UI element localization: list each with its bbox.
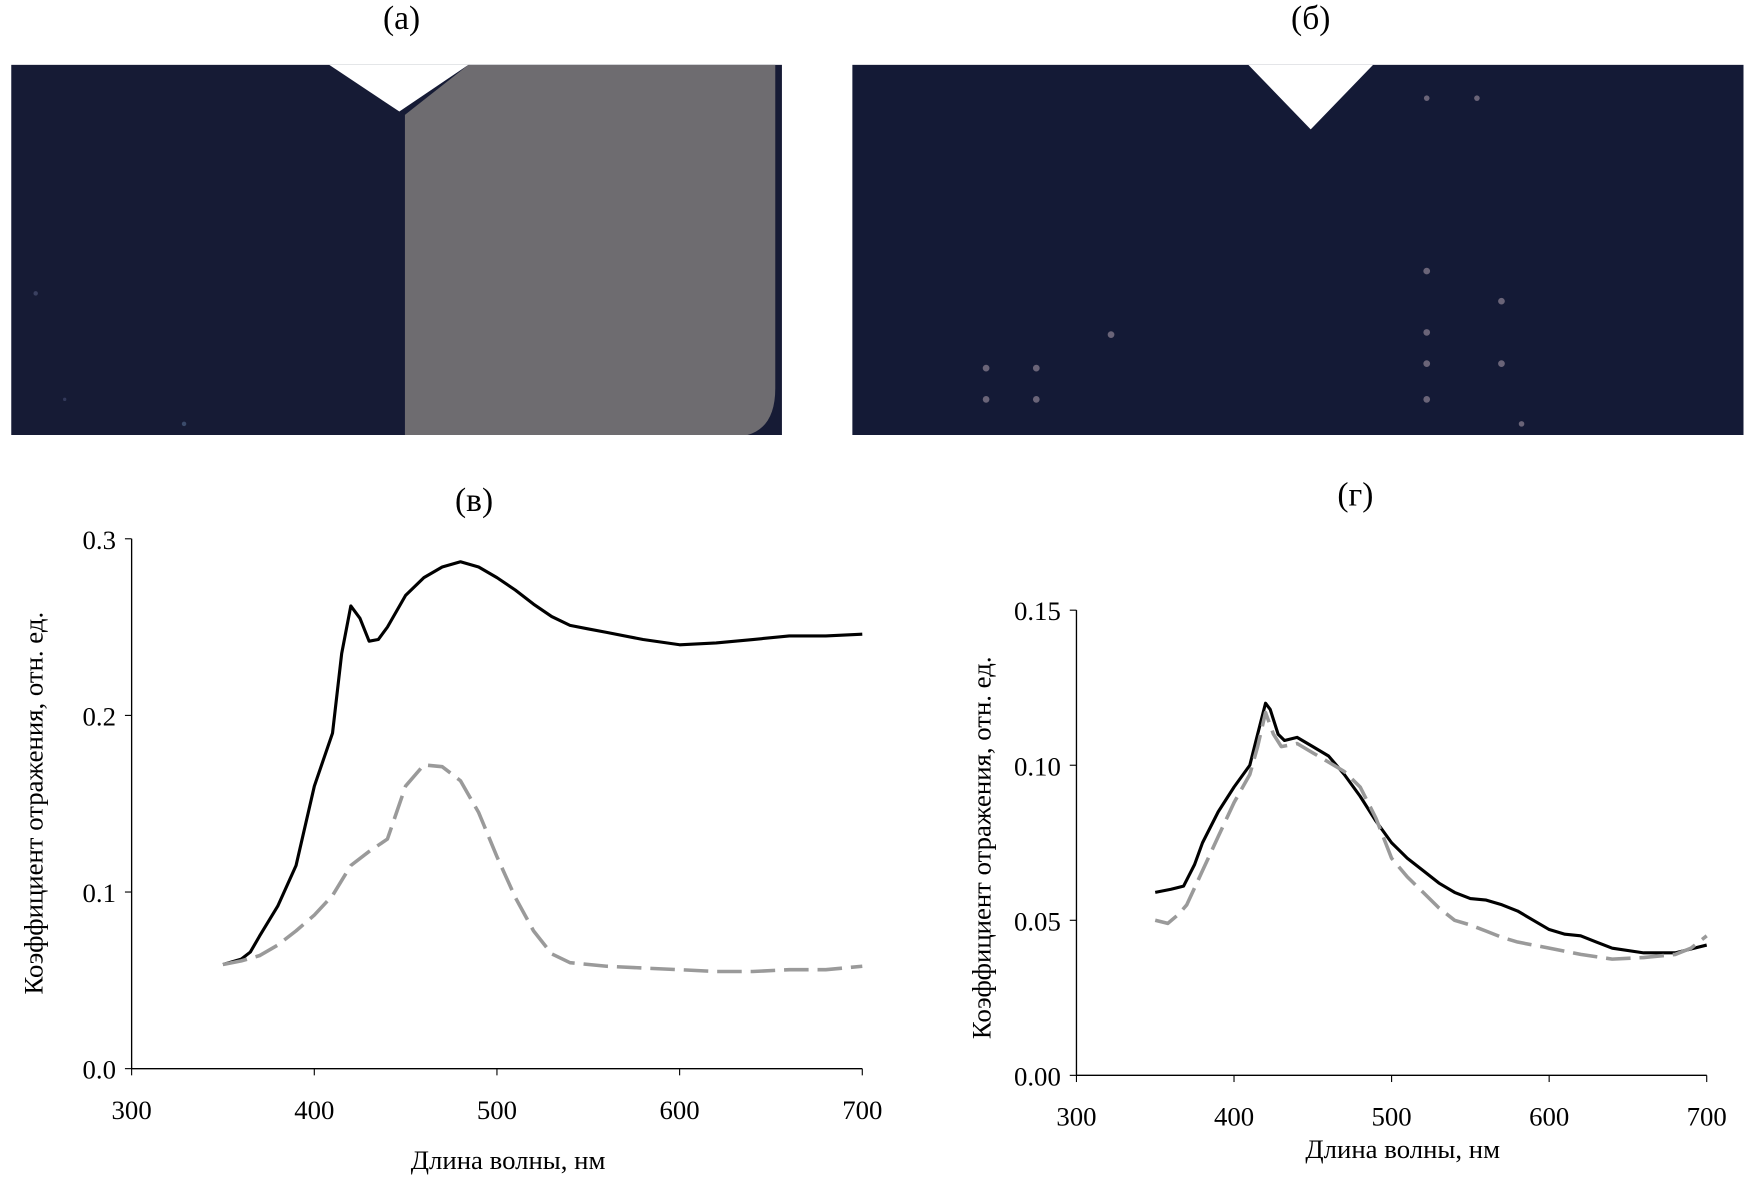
series-line-dashed	[1154, 710, 1708, 961]
x-tick-label: 700	[1687, 1102, 1727, 1132]
x-axis-label: Длина волны, нм	[411, 1145, 606, 1175]
x-tick-label: 600	[1529, 1102, 1569, 1132]
y-tick-label: 0.0	[83, 1055, 116, 1085]
x-axis-label: Длина волны, нм	[1305, 1134, 1500, 1164]
y-tick-label: 0.1	[83, 878, 116, 908]
panel-label-a: (а)	[383, 0, 421, 37]
x-tick-label: 400	[1214, 1102, 1254, 1132]
y-axis-label: Коэффициент отражения, отн. ед.	[967, 656, 997, 1039]
v-notch	[329, 64, 469, 112]
x-tick-label: 300	[1056, 1102, 1096, 1132]
x-tick-label: 400	[294, 1095, 334, 1125]
x-tick-label: 700	[842, 1095, 882, 1125]
y-axis-label: Коэффициент отражения, отн. ед.	[18, 612, 48, 995]
photo-b	[852, 64, 1744, 436]
x-tick-label: 500	[1372, 1102, 1412, 1132]
y-tick-label: 0.2	[83, 701, 116, 731]
x-tick-label: 300	[112, 1095, 152, 1125]
y-tick-label: 0.00	[1014, 1061, 1061, 1091]
y-tick-label: 0.15	[1014, 596, 1061, 626]
photo-a	[11, 64, 782, 436]
panel-label-b: (б)	[1291, 0, 1331, 37]
y-tick-label: 0.3	[83, 525, 116, 555]
panel-label-d: (г)	[1337, 476, 1374, 514]
x-tick-label: 600	[660, 1095, 700, 1125]
x-tick-label: 500	[477, 1095, 517, 1125]
v-notch	[1248, 64, 1374, 130]
panel-label-c: (в)	[455, 481, 494, 519]
series-line-solid	[1154, 701, 1708, 955]
gray-sample-region	[404, 64, 776, 436]
y-tick-label: 0.05	[1014, 906, 1061, 936]
series-line-dashed	[222, 763, 863, 974]
y-tick-label: 0.10	[1014, 751, 1061, 781]
series-line-solid	[222, 560, 863, 966]
